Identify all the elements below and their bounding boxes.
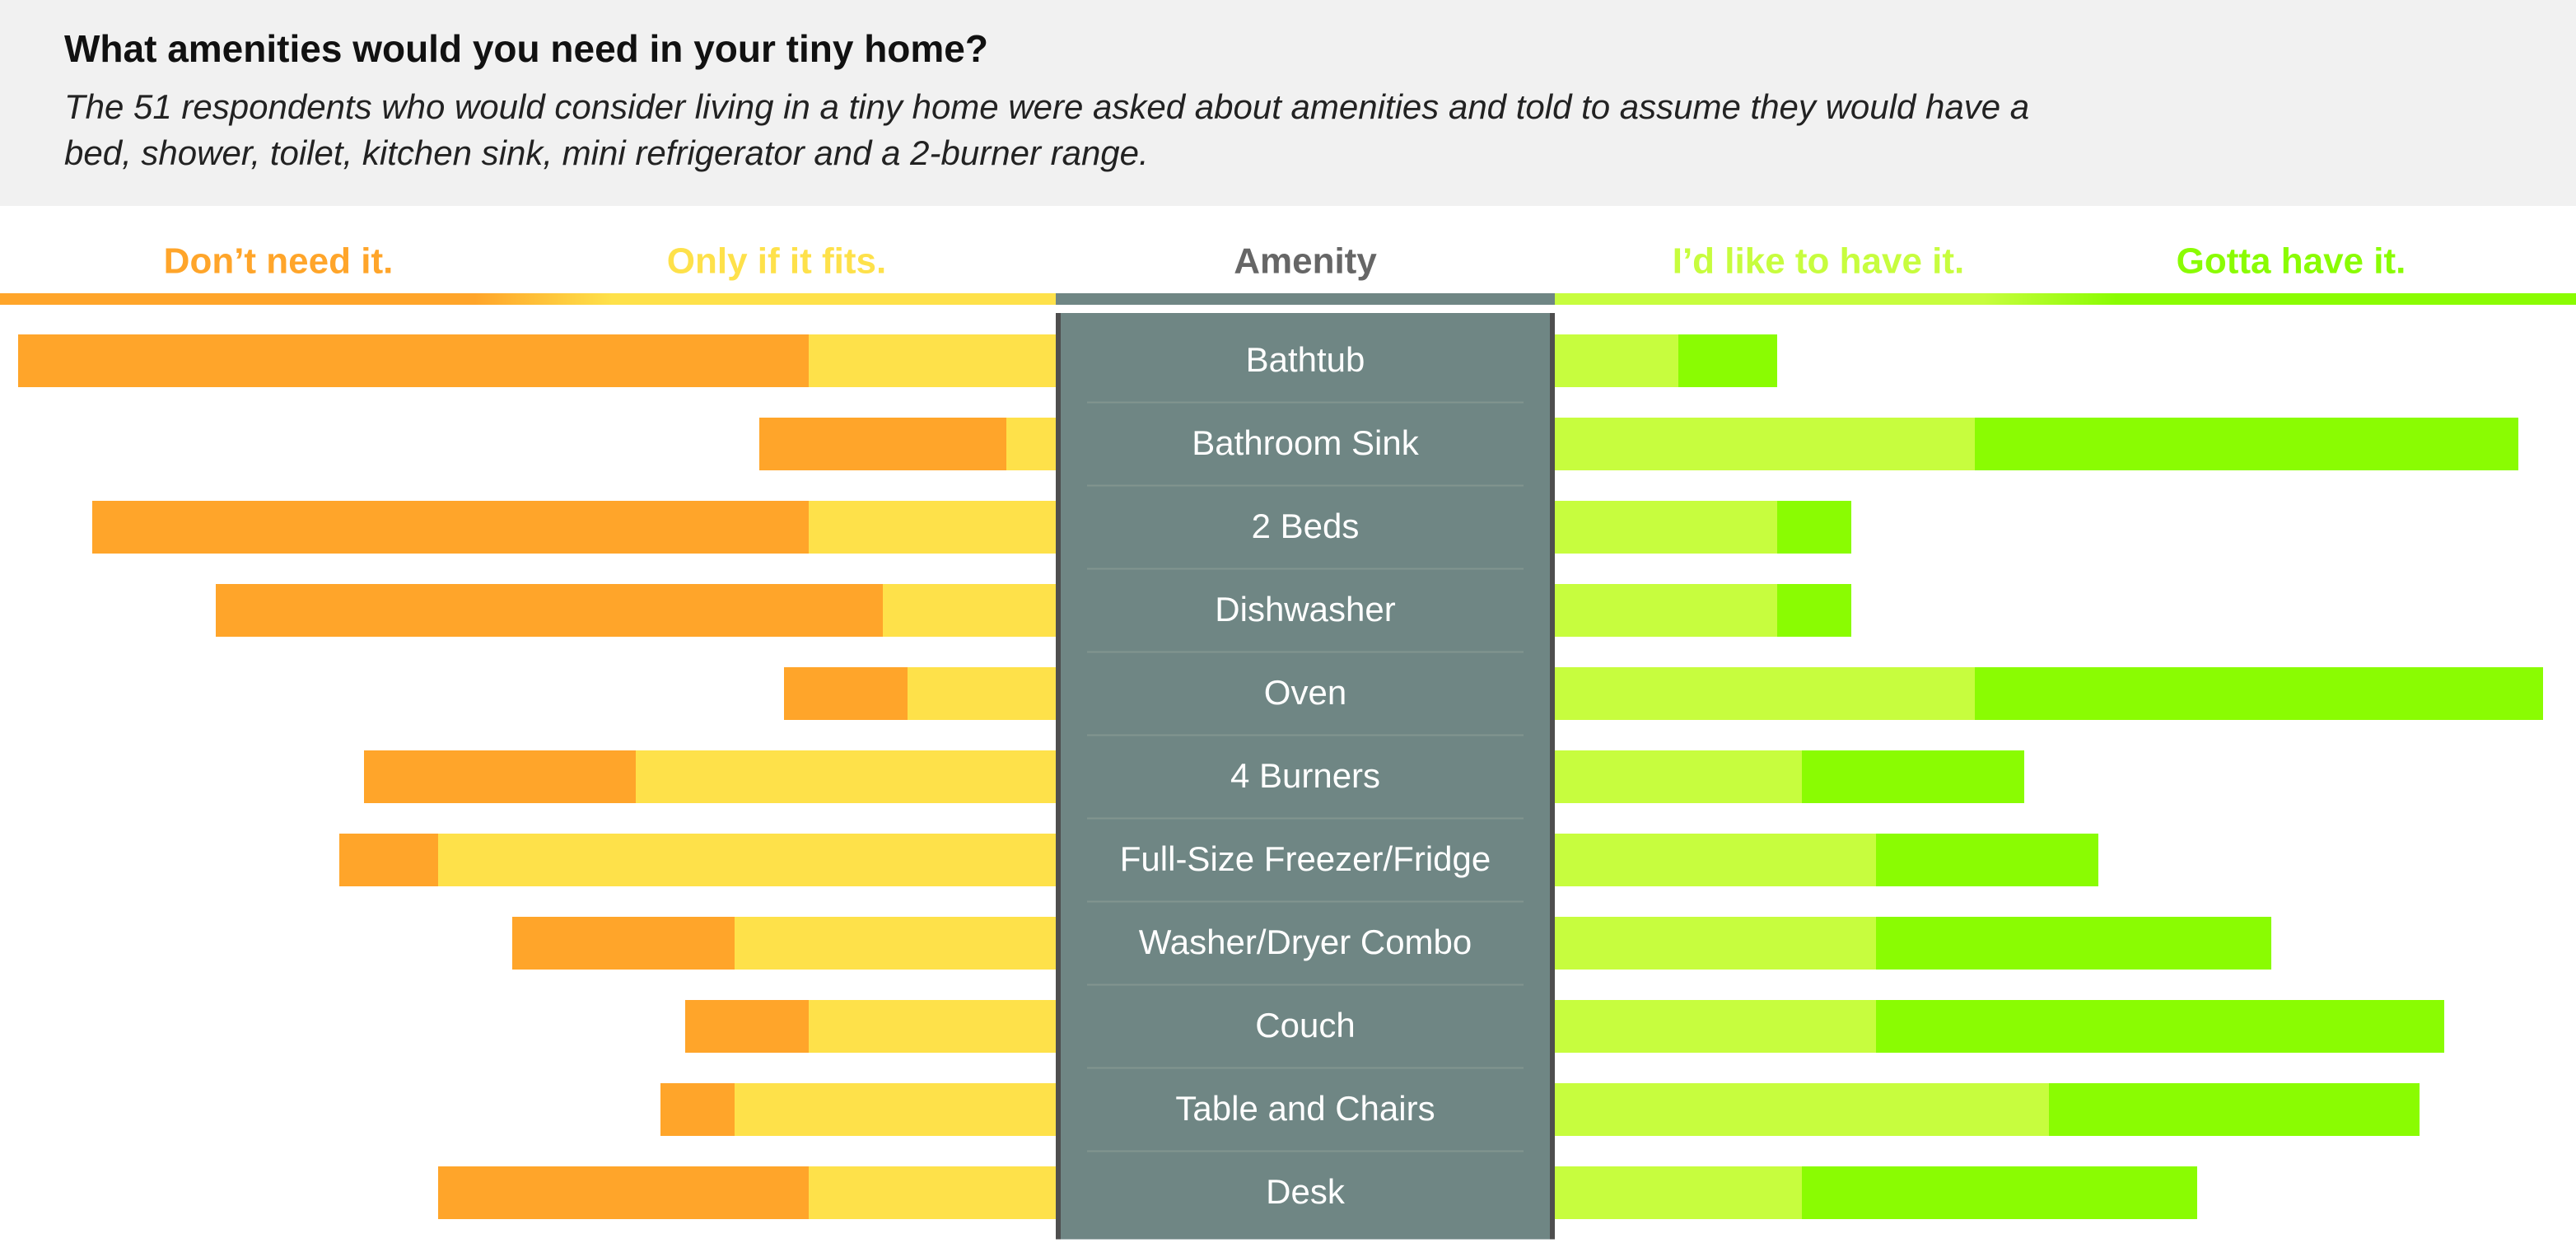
row-separator bbox=[1087, 568, 1524, 570]
bar-gotta-have bbox=[1876, 1000, 2444, 1053]
bar-gotta-have bbox=[2049, 1083, 2420, 1136]
amenity-label: Table and Chairs bbox=[1175, 1089, 1435, 1128]
bar-gotta-have bbox=[1876, 834, 2098, 886]
row-separator bbox=[1087, 984, 1524, 986]
bars-layer bbox=[18, 334, 2543, 1219]
bar-gotta-have bbox=[1975, 418, 2518, 470]
bar-only-if-fits bbox=[809, 334, 1056, 387]
row-separator bbox=[1087, 651, 1524, 653]
bar-dont-need bbox=[685, 1000, 809, 1053]
row-separator bbox=[1087, 900, 1524, 903]
bar-dont-need bbox=[364, 750, 636, 803]
chart-title: What amenities would you need in your ti… bbox=[64, 27, 988, 70]
bar-only-if-fits bbox=[908, 667, 1056, 720]
amenity-label: Dishwasher bbox=[1215, 590, 1395, 628]
amenity-column-border-right bbox=[1550, 313, 1555, 1240]
amenity-column-border-left bbox=[1056, 313, 1061, 1240]
bar-like-to-have bbox=[1555, 834, 1876, 886]
bar-only-if-fits bbox=[735, 917, 1056, 970]
amenity-label: Full-Size Freezer/Fridge bbox=[1120, 839, 1491, 878]
bar-gotta-have bbox=[1975, 667, 2543, 720]
bar-gotta-have bbox=[1802, 750, 2024, 803]
bar-only-if-fits bbox=[636, 750, 1056, 803]
amenity-label: Desk bbox=[1266, 1172, 1346, 1211]
bar-like-to-have bbox=[1555, 1166, 1802, 1219]
bar-dont-need bbox=[660, 1083, 735, 1136]
legend-like-to-have: I’d like to have it. bbox=[1673, 241, 1965, 282]
row-separator bbox=[1087, 1150, 1524, 1152]
bar-only-if-fits bbox=[809, 1166, 1056, 1219]
amenity-label: Washer/Dryer Combo bbox=[1139, 923, 1472, 961]
chart-subtitle: The 51 respondents who would consider li… bbox=[64, 87, 2030, 172]
bar-like-to-have bbox=[1555, 584, 1777, 637]
bar-gotta-have bbox=[1876, 917, 2271, 970]
bar-like-to-have bbox=[1555, 501, 1777, 554]
bar-dont-need bbox=[92, 501, 809, 554]
bar-only-if-fits bbox=[883, 584, 1056, 637]
bar-gotta-have bbox=[1777, 584, 1851, 637]
amenity-header: Amenity bbox=[1234, 241, 1377, 282]
legend-only-if-fits: Only if it fits. bbox=[667, 241, 886, 282]
diverging-bar-chart: Don’t need it. Only if it fits. Amenity I’d… bbox=[0, 241, 2576, 1240]
bar-dont-need bbox=[339, 834, 438, 886]
row-separator bbox=[1087, 484, 1524, 487]
bar-gotta-have bbox=[1777, 501, 1851, 554]
amenity-label: 2 Beds bbox=[1252, 507, 1360, 545]
bar-like-to-have bbox=[1555, 917, 1876, 970]
bar-like-to-have bbox=[1555, 1000, 1876, 1053]
bar-like-to-have bbox=[1555, 334, 1678, 387]
legend-dont-need: Don’t need it. bbox=[164, 241, 394, 282]
amenity-column-bg bbox=[1056, 313, 1555, 1240]
bar-like-to-have bbox=[1555, 750, 1802, 803]
legend-header-row: Don’t need it. Only if it fits. Amenity I’d… bbox=[0, 241, 2576, 305]
rule-center bbox=[1056, 293, 1555, 305]
amenity-label: Oven bbox=[1264, 673, 1346, 712]
bar-like-to-have bbox=[1555, 667, 1975, 720]
row-separator bbox=[1087, 1067, 1524, 1069]
amenity-label: Bathroom Sink bbox=[1192, 423, 1419, 462]
bar-only-if-fits bbox=[809, 1000, 1056, 1053]
header-panel: What amenities would you need in your ti… bbox=[0, 0, 2576, 206]
row-separator bbox=[1087, 734, 1524, 736]
amenity-label: Bathtub bbox=[1246, 340, 1365, 379]
bar-dont-need bbox=[18, 334, 809, 387]
legend-gotta-have: Gotta have it. bbox=[2177, 241, 2406, 282]
row-separator bbox=[1087, 817, 1524, 820]
bar-dont-need bbox=[759, 418, 1006, 470]
bar-only-if-fits bbox=[1006, 418, 1056, 470]
bar-gotta-have bbox=[1678, 334, 1777, 387]
bar-dont-need bbox=[784, 667, 908, 720]
amenity-label: Couch bbox=[1255, 1006, 1355, 1044]
bar-dont-need bbox=[438, 1166, 809, 1219]
bar-dont-need bbox=[512, 917, 735, 970]
bar-only-if-fits bbox=[438, 834, 1056, 886]
amenity-column: Bathtub Bathroom Sink 2 Beds Dishwasher Oven… bbox=[1056, 313, 1555, 1240]
bar-only-if-fits bbox=[735, 1083, 1056, 1136]
rule-left bbox=[0, 293, 1056, 305]
bar-like-to-have bbox=[1555, 418, 1975, 470]
bar-like-to-have bbox=[1555, 1083, 2049, 1136]
amenity-label: 4 Burners bbox=[1230, 756, 1380, 795]
bar-gotta-have bbox=[1802, 1166, 2197, 1219]
bar-only-if-fits bbox=[809, 501, 1056, 554]
row-separator bbox=[1087, 401, 1524, 404]
rule-right bbox=[1555, 293, 2576, 305]
bar-dont-need bbox=[216, 584, 883, 637]
